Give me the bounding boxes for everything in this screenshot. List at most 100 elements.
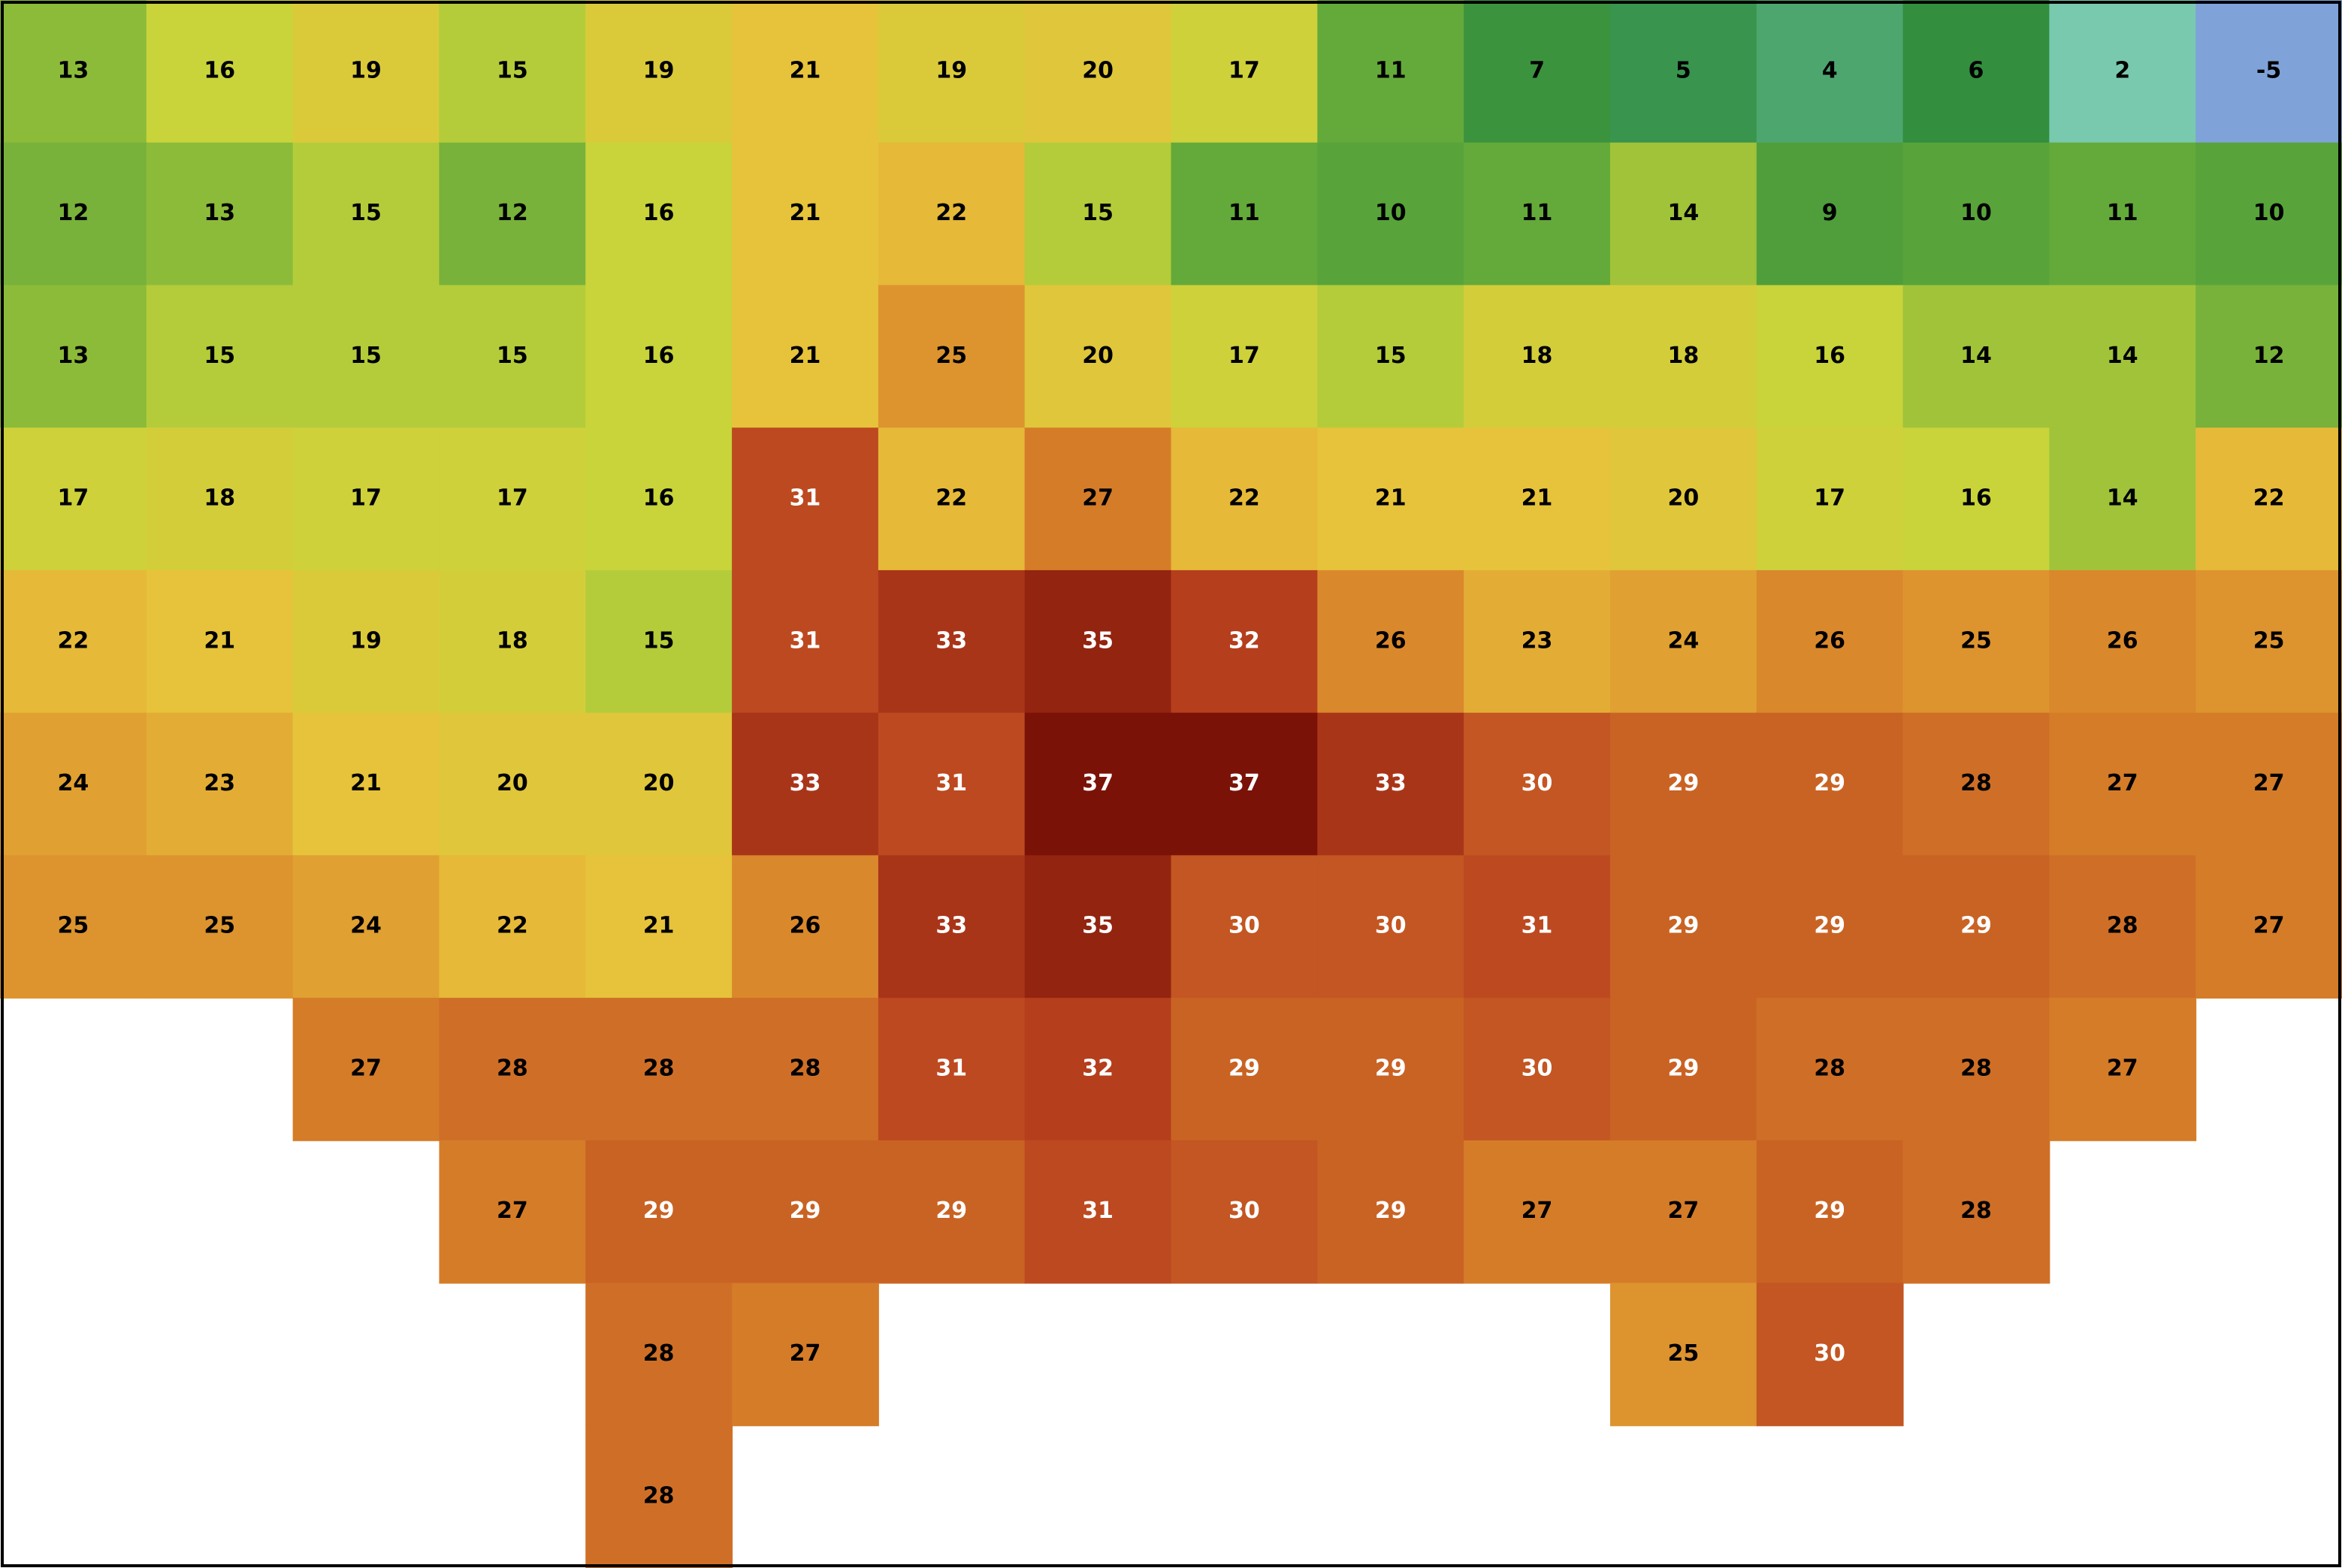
temperature-label: 28 (643, 1055, 675, 1081)
temperature-label: 29 (1375, 1198, 1407, 1224)
temperature-cell (732, 712, 879, 857)
temperature-label: 16 (643, 343, 675, 369)
temperature-label: 16 (1814, 343, 1845, 369)
temperature-cell (2195, 712, 2342, 857)
temperature-cell (1609, 427, 1757, 571)
temperature-cell (1609, 142, 1757, 286)
temperature-cell (1756, 427, 1904, 571)
temperature-label: 31 (1522, 913, 1553, 939)
temperature-cell (2049, 427, 2197, 571)
temperature-label: 28 (1960, 1198, 1992, 1224)
temperature-label: 17 (1228, 57, 1260, 83)
temperature-cell (732, 1282, 879, 1427)
temperature-label: 11 (1522, 200, 1553, 226)
temperature-label: -5 (2256, 57, 2281, 83)
temperature-cell (1756, 855, 1904, 999)
temperature-cell (2049, 569, 2197, 714)
temperature-cell (1317, 1140, 1465, 1284)
temperature-label: 26 (790, 913, 821, 939)
temperature-cell (1756, 712, 1904, 857)
temperature-cell (732, 1140, 879, 1284)
temperature-cell (585, 1425, 733, 1568)
temperature-label: 25 (1667, 1340, 1699, 1367)
temperature-cell (1902, 569, 2050, 714)
temperature-cell (146, 712, 294, 857)
temperature-label: 30 (1375, 913, 1407, 939)
temperature-cell (439, 285, 587, 429)
temperature-label: 27 (350, 1055, 382, 1081)
temperature-label: 32 (1082, 1055, 1114, 1081)
temperature-label: 12 (58, 200, 89, 226)
temperature-label: 19 (643, 57, 675, 83)
temperature-cell (2049, 142, 2197, 286)
temperature-label: 16 (1960, 485, 1992, 512)
temperature-cell (2195, 855, 2342, 999)
temperature-cell (1171, 0, 1319, 144)
temperature-label: 29 (1814, 913, 1845, 939)
temperature-label: 27 (2253, 913, 2285, 939)
temperature-label: 6 (1969, 57, 1984, 83)
temperature-cell (1024, 427, 1172, 571)
temperature-label: 31 (790, 627, 821, 654)
temperature-cell (1609, 712, 1757, 857)
temperature-label: 24 (1667, 627, 1699, 654)
temperature-cell (1317, 712, 1465, 857)
temperature-cell (1902, 142, 2050, 286)
temperature-label: 28 (643, 1483, 675, 1509)
temperature-cell (1609, 855, 1757, 999)
temperature-label: 29 (1960, 913, 1992, 939)
temperature-label: 27 (1522, 1198, 1553, 1224)
temperature-label: 12 (2253, 343, 2285, 369)
temperature-cell (1902, 0, 2050, 144)
temperature-label: 22 (935, 485, 967, 512)
temperature-cell (585, 1140, 733, 1284)
temperature-label: 15 (204, 343, 235, 369)
temperature-cell (878, 855, 1026, 999)
temperature-cell (1171, 998, 1319, 1141)
temperature-label: 14 (1960, 343, 1992, 369)
temperature-label: 22 (2253, 485, 2285, 512)
temperature-cell (732, 0, 879, 144)
temperature-label: 20 (1667, 485, 1699, 512)
temperature-label: 10 (1375, 200, 1407, 226)
temperature-cell (1756, 142, 1904, 286)
temperature-cell (1024, 569, 1172, 714)
temperature-cell (439, 998, 587, 1141)
temperature-label: 12 (497, 200, 528, 226)
temperature-cell (146, 285, 294, 429)
temperature-cell (585, 998, 733, 1141)
temperature-cell (292, 0, 440, 144)
temperature-label: 30 (1522, 770, 1553, 796)
temperature-label: 20 (1082, 57, 1114, 83)
temperature-cell (1756, 569, 1904, 714)
temperature-label: 21 (643, 913, 675, 939)
temperature-cell (292, 285, 440, 429)
temperature-label: 30 (1228, 1198, 1260, 1224)
temperature-label: 13 (204, 200, 235, 226)
temperature-label: 22 (497, 913, 528, 939)
temperature-label: 29 (1667, 913, 1699, 939)
temperature-cell (146, 142, 294, 286)
temperature-cell (1464, 855, 1611, 999)
temperature-label: 28 (497, 1055, 528, 1081)
temperature-cell (439, 855, 587, 999)
temperature-label: 17 (350, 485, 382, 512)
temperature-label: 31 (935, 1055, 967, 1081)
temperature-cell (2049, 855, 2197, 999)
temperature-cell (1024, 0, 1172, 144)
temperature-cell (1756, 285, 1904, 429)
temperature-label: 31 (1082, 1198, 1114, 1224)
temperature-cell (1464, 0, 1611, 144)
temperature-cell (0, 569, 147, 714)
temperature-cell (292, 427, 440, 571)
temperature-cell (1317, 855, 1465, 999)
temperature-label: 15 (497, 57, 528, 83)
temperature-cell (878, 427, 1026, 571)
temperature-label: 15 (1082, 200, 1114, 226)
temperature-label: 20 (643, 770, 675, 796)
temperature-label: 27 (790, 1340, 821, 1367)
temperature-label: 27 (2253, 770, 2285, 796)
temperature-label: 33 (1375, 770, 1407, 796)
temperature-cell (1609, 0, 1757, 144)
temperature-label: 29 (1814, 1198, 1845, 1224)
